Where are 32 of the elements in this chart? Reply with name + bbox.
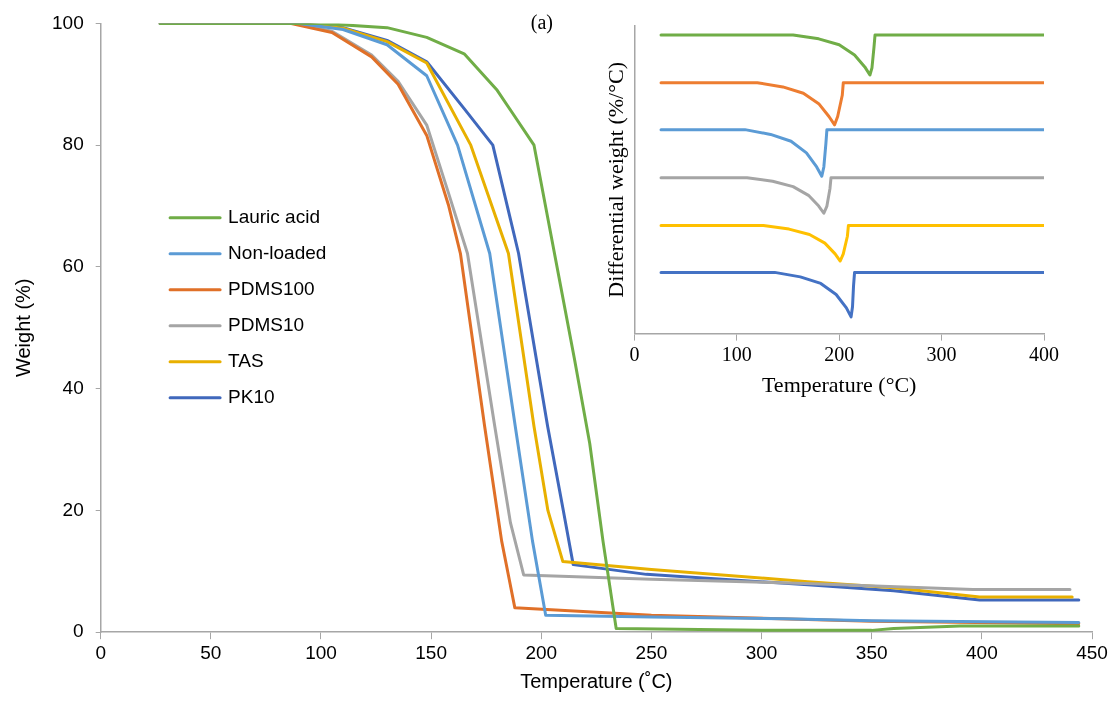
x-tick-label: 300 bbox=[745, 641, 778, 663]
x-axis-title: Temperature (˚C) bbox=[520, 669, 673, 692]
x-tick-label: 300 bbox=[926, 342, 957, 365]
x-tick-label: 200 bbox=[824, 342, 855, 365]
legend-label: PK10 bbox=[228, 386, 275, 408]
y-tick-label: 80 bbox=[62, 133, 84, 155]
x-tick-label: 450 bbox=[1076, 641, 1108, 663]
x-tick-label: 350 bbox=[855, 641, 888, 663]
x-tick-label: 400 bbox=[966, 641, 998, 663]
y-tick-label: 20 bbox=[62, 498, 84, 520]
y-tick-label: 100 bbox=[52, 11, 84, 33]
x-tick-label: 150 bbox=[415, 641, 447, 663]
x-tick-label: 200 bbox=[525, 641, 558, 663]
y-axis-title: Differential weight (%/°C) bbox=[602, 61, 628, 298]
legend-label: PDMS10 bbox=[228, 314, 305, 336]
y-tick-label: 0 bbox=[73, 620, 84, 642]
x-axis-title: Temperature (°C) bbox=[761, 371, 917, 397]
x-tick-label: 400 bbox=[1029, 342, 1059, 365]
legend-label: PDMS100 bbox=[228, 278, 315, 300]
x-tick-label: 250 bbox=[635, 641, 668, 663]
legend-label: Lauric acid bbox=[228, 206, 320, 228]
x-tick-label: 100 bbox=[721, 342, 752, 365]
legend-label: Non-loaded bbox=[228, 242, 327, 264]
x-tick-label: 50 bbox=[200, 641, 222, 663]
x-tick-label: 100 bbox=[305, 641, 337, 663]
x-tick-label: 0 bbox=[95, 641, 106, 663]
y-tick-label: 40 bbox=[62, 376, 84, 398]
y-axis-title: Weight (%) bbox=[11, 278, 34, 378]
x-tick-label: 0 bbox=[629, 342, 640, 365]
y-tick-label: 60 bbox=[62, 255, 84, 277]
annotation: (a) bbox=[530, 10, 553, 34]
legend-label: TAS bbox=[228, 350, 264, 372]
